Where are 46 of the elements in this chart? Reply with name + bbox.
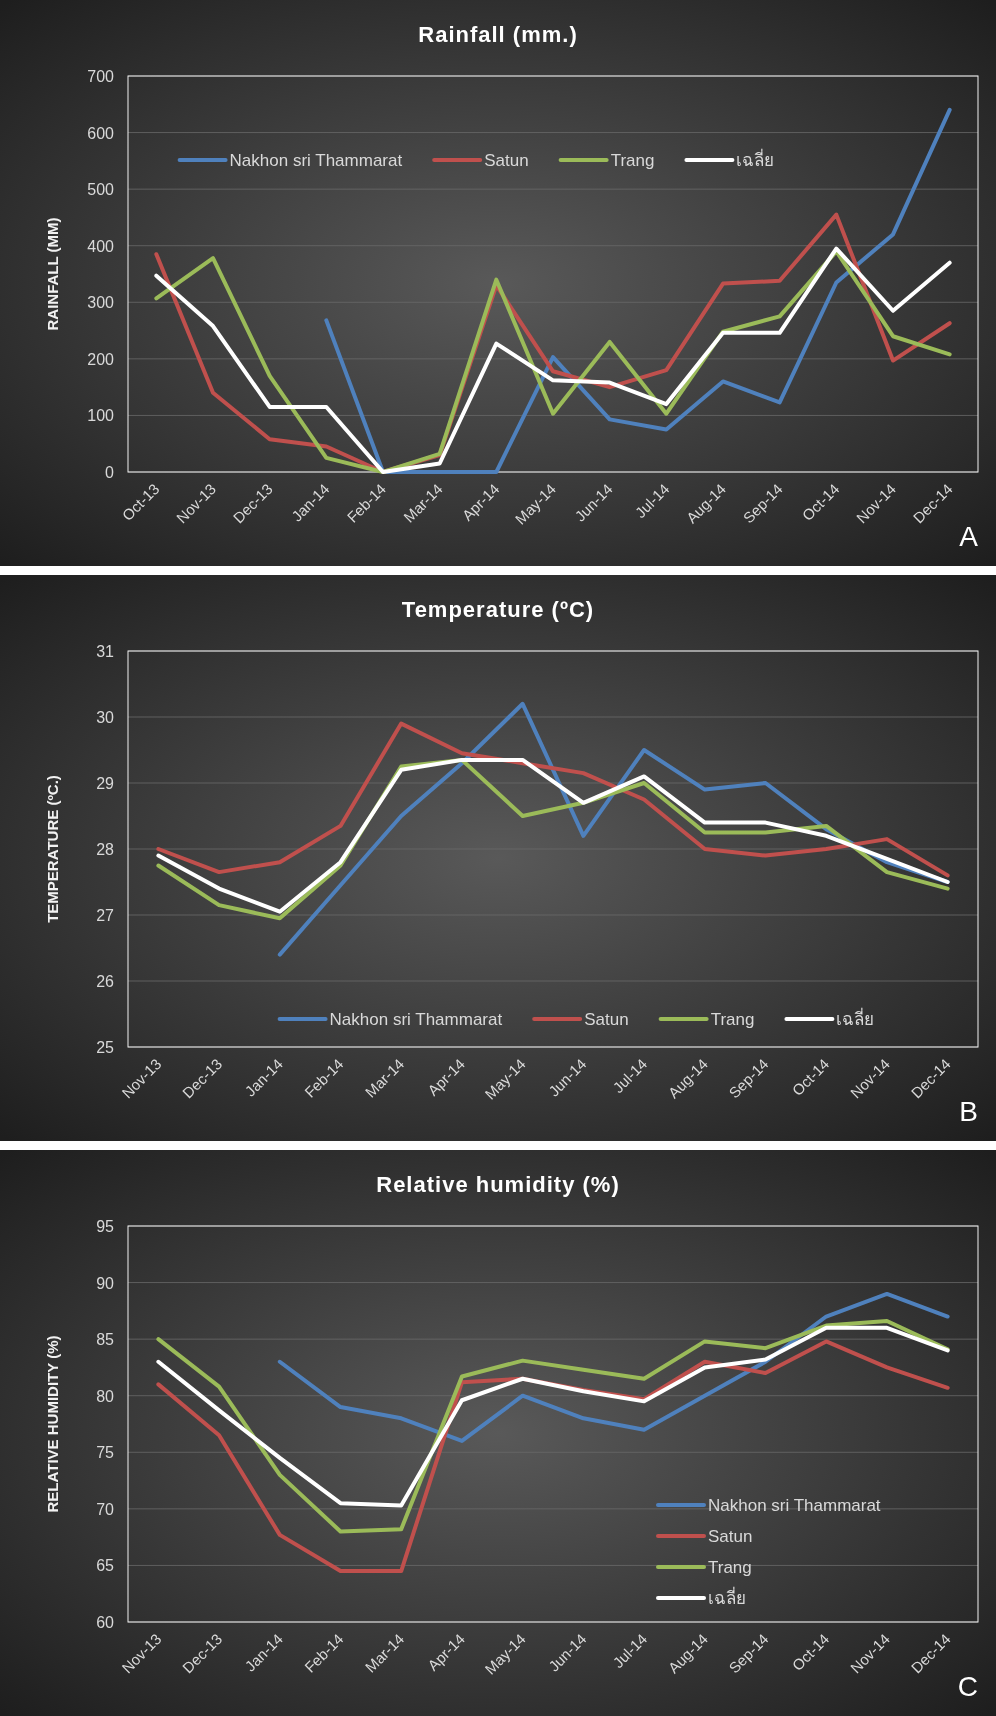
y-tick-label: 200 xyxy=(87,350,115,368)
y-axis-title: TEMPERATURE (ºC.) xyxy=(44,775,61,923)
y-tick-label: 28 xyxy=(96,841,115,858)
chart-title: Rainfall (mm.) xyxy=(418,22,578,47)
text: B xyxy=(959,1096,978,1127)
y-tick-label: 100 xyxy=(87,407,115,425)
chart-title: Temperature (ºC) xyxy=(401,597,595,622)
legend-label: Nakhon sri Thammarat xyxy=(329,1010,503,1029)
text: C xyxy=(957,1671,978,1702)
y-tick-label: 27 xyxy=(96,907,115,924)
y-tick-label: 60 xyxy=(96,1614,115,1631)
legend-label: Trang xyxy=(708,1558,752,1577)
legend-label: Nakhon sri Thammarat xyxy=(708,1496,881,1515)
y-axis-title: RELATIVE HUMIDITY (%) xyxy=(44,1335,61,1513)
legend-label: Satun xyxy=(584,1010,629,1029)
legend-label: เฉลี่ย xyxy=(736,148,775,170)
y-tick-label: 400 xyxy=(87,237,115,255)
y-tick-label: 29 xyxy=(96,775,115,792)
y-tick-label: 75 xyxy=(96,1444,115,1462)
y-tick-label: 31 xyxy=(96,643,115,660)
y-tick-label: 600 xyxy=(87,124,115,142)
legend-label: Satun xyxy=(484,151,529,170)
y-tick-label: 26 xyxy=(96,973,115,990)
y-tick-label: 500 xyxy=(87,181,115,199)
legend-label: เฉลี่ย xyxy=(708,1586,746,1608)
legend-label: เฉลี่ย xyxy=(836,1007,875,1029)
line-series xyxy=(277,1291,950,1443)
y-tick-label: 65 xyxy=(96,1557,115,1575)
y-tick-label: 25 xyxy=(96,1039,115,1056)
y-tick-label: 90 xyxy=(96,1274,115,1292)
y-tick-label: 700 xyxy=(87,68,115,85)
y-tick-label: 0 xyxy=(105,464,115,481)
legend-label: Trang xyxy=(710,1010,755,1029)
y-tick-label: 80 xyxy=(96,1387,115,1405)
text: A xyxy=(959,521,979,552)
legend-label: Trang xyxy=(610,151,655,170)
y-tick-label: 30 xyxy=(96,709,115,726)
y-axis-title: RAINFALL (MM) xyxy=(44,217,61,331)
chart-title: Relative humidity (%) xyxy=(376,1172,620,1197)
y-tick-label: 95 xyxy=(96,1218,115,1235)
y-tick-label: 300 xyxy=(87,294,115,312)
legend-label: Nakhon sri Thammarat xyxy=(229,151,403,170)
y-tick-label: 70 xyxy=(96,1500,115,1518)
y-tick-label: 85 xyxy=(96,1331,115,1349)
line-series xyxy=(156,721,950,878)
legend-label: Satun xyxy=(708,1527,753,1546)
